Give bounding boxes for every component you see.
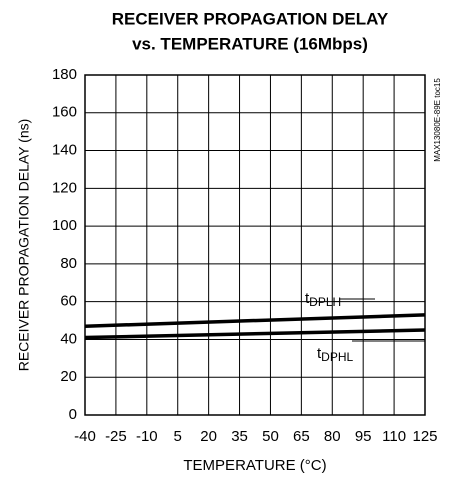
x-tick-label: 20 (200, 428, 217, 445)
y-tick-label: 80 (60, 255, 77, 272)
y-tick-label: 40 (60, 330, 77, 347)
y-tick-label: 20 (60, 368, 77, 385)
chart-title: RECEIVER PROPAGATION DELAY (112, 9, 389, 28)
x-tick-label: 50 (262, 428, 279, 445)
y-tick-label: 0 (69, 406, 77, 423)
x-tick-label: 80 (324, 428, 341, 445)
y-axis-label: RECEIVER PROPAGATION DELAY (ns) (16, 119, 32, 372)
x-tick-label: 110 (382, 428, 406, 445)
x-tick-label: 125 (412, 428, 437, 445)
series-label: tDPLH (305, 290, 341, 309)
series-label: tDPHL (317, 345, 354, 364)
y-tick-label: 100 (52, 217, 77, 234)
x-tick-label: 95 (355, 428, 372, 445)
y-tick-label: 140 (52, 142, 77, 159)
x-tick-label: 65 (293, 428, 310, 445)
y-tick-label: 180 (52, 66, 77, 83)
x-tick-label: 35 (231, 428, 248, 445)
x-tick-label: -40 (74, 428, 96, 445)
x-tick-label: 5 (174, 428, 182, 445)
data-line (84, 313, 426, 328)
annotation: MAX13080E-89E toc15 (433, 78, 442, 162)
x-tick-label: -10 (136, 428, 158, 445)
plot-frame (84, 74, 426, 416)
y-tick-label: 160 (52, 104, 77, 121)
y-tick-label: 60 (60, 293, 77, 310)
chart-subtitle: vs. TEMPERATURE (16Mbps) (132, 34, 368, 53)
x-tick-label: -25 (105, 428, 127, 445)
data-line (84, 328, 426, 340)
y-tick-label: 120 (52, 179, 77, 196)
x-axis-label: TEMPERATURE (°C) (183, 457, 326, 474)
